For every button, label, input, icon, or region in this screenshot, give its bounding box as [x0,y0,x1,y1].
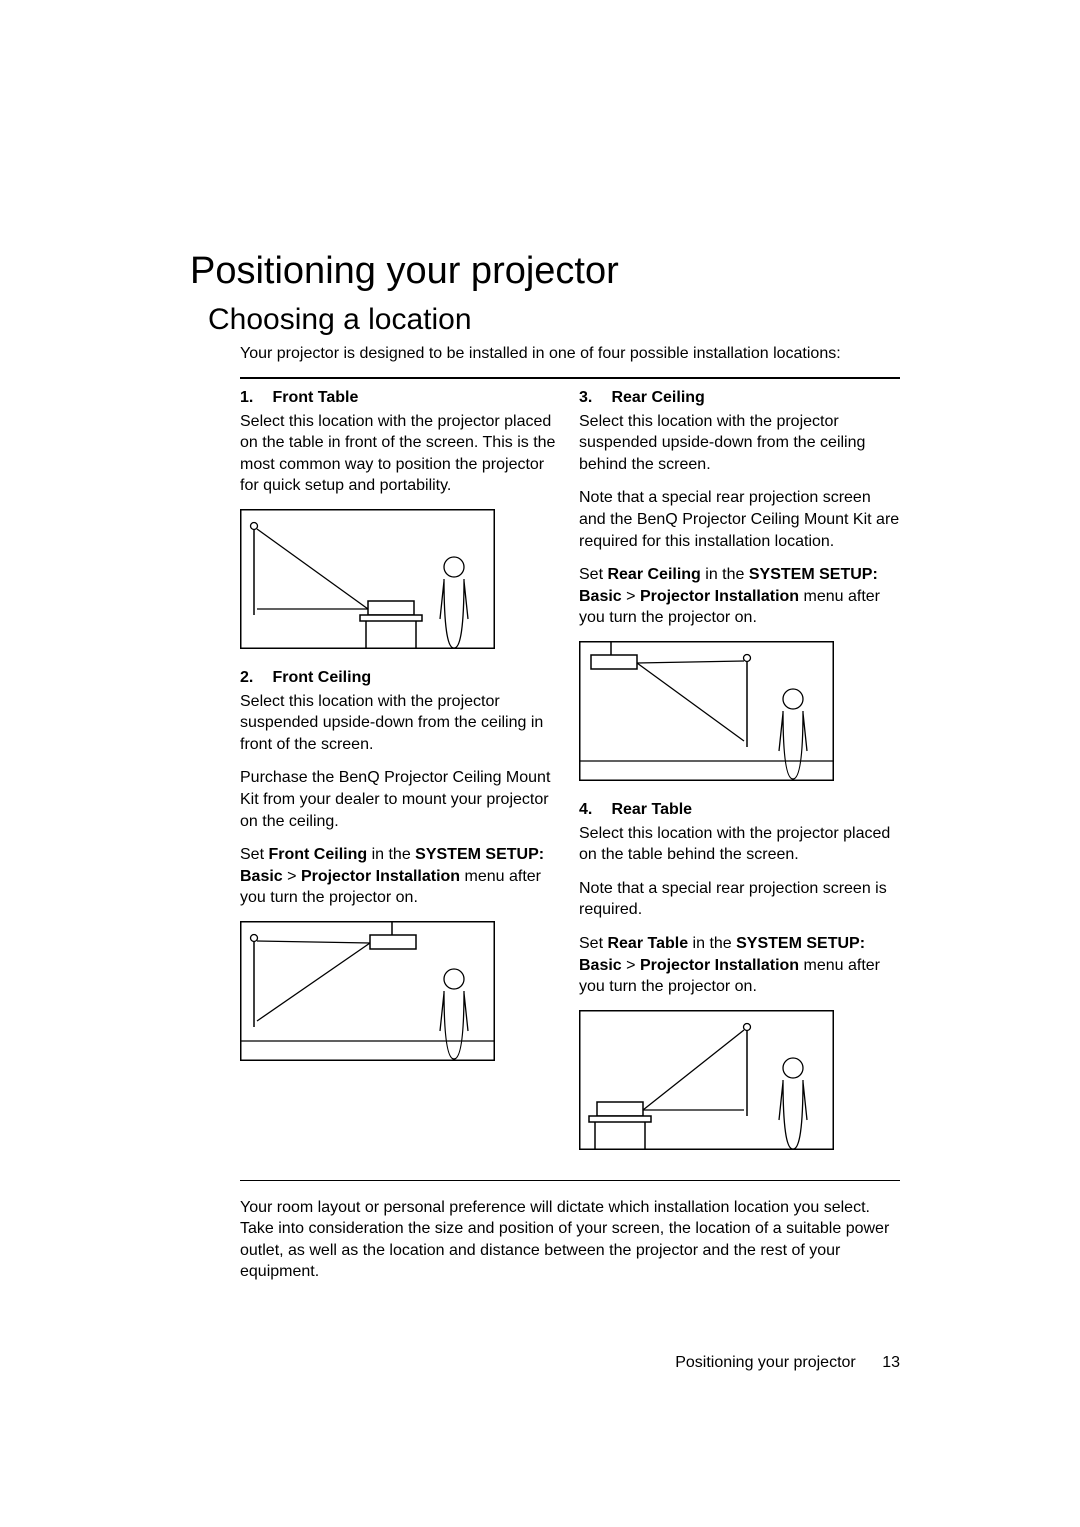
right-column: 3. Rear Ceiling Select this location wit… [579,387,900,1168]
item1-head: 1. Front Table [240,387,561,409]
item4-body1: Select this location with the projector … [579,823,900,866]
item4-head: 4. Rear Table [579,799,900,821]
page-footer: Positioning your projector 13 [675,1354,900,1372]
item2-set: Set Front Ceiling in the SYSTEM SETUP: B… [240,844,561,909]
item1-title: Front Table [272,389,358,406]
item4-set-b1: Rear Table [607,935,688,952]
item2-body1: Select this location with the projector … [240,691,561,756]
item2-set-pre: Set [240,846,268,863]
item3-head: 3. Rear Ceiling [579,387,900,409]
diagram-front-table [240,509,561,649]
footer-label: Positioning your projector [675,1354,856,1371]
item3-body1: Select this location with the projector … [579,411,900,476]
item2-set-mid: in the [367,846,415,863]
bottom-rule [240,1180,900,1181]
item2-title: Front Ceiling [272,669,371,686]
item3-set-mid: in the [701,566,749,583]
item3-set: Set Rear Ceiling in the SYSTEM SETUP: Ba… [579,564,900,629]
closing-text: Your room layout or personal preference … [240,1197,900,1283]
item2-set-b1: Front Ceiling [268,846,367,863]
item3-set-b1: Rear Ceiling [607,566,700,583]
item4-set-gt: > [622,957,640,974]
item4-set-pre: Set [579,935,607,952]
item4-title: Rear Table [611,801,692,818]
diagram-front-ceiling [240,921,561,1061]
item2-head: 2. Front Ceiling [240,667,561,689]
item4-num: 4. [579,799,607,821]
section-heading: Choosing a location [208,303,900,337]
diagram-rear-ceiling [579,641,900,781]
columns: 1. Front Table Select this location with… [240,387,900,1168]
footer-page-number: 13 [882,1354,900,1371]
item4-set-b3: Projector Installation [640,957,799,974]
item2-num: 2. [240,667,268,689]
item3-set-gt: > [622,588,640,605]
item1-num: 1. [240,387,268,409]
item1-body: Select this location with the projector … [240,411,561,497]
item3-set-pre: Set [579,566,607,583]
item4-body2: Note that a special rear projection scre… [579,878,900,921]
top-rule [240,377,900,379]
item4-set-mid: in the [688,935,736,952]
item4-set: Set Rear Table in the SYSTEM SETUP: Basi… [579,933,900,998]
item2-body2: Purchase the BenQ Projector Ceiling Moun… [240,767,561,832]
item2-set-gt: > [283,868,301,885]
item3-body2: Note that a special rear projection scre… [579,487,900,552]
left-column: 1. Front Table Select this location with… [240,387,561,1168]
item3-num: 3. [579,387,607,409]
item3-title: Rear Ceiling [611,389,704,406]
diagram-rear-table [579,1010,900,1150]
item2-set-b3: Projector Installation [301,868,460,885]
intro-text: Your projector is designed to be install… [240,345,900,363]
page-title: Positioning your projector [190,250,900,293]
item3-set-b3: Projector Installation [640,588,799,605]
